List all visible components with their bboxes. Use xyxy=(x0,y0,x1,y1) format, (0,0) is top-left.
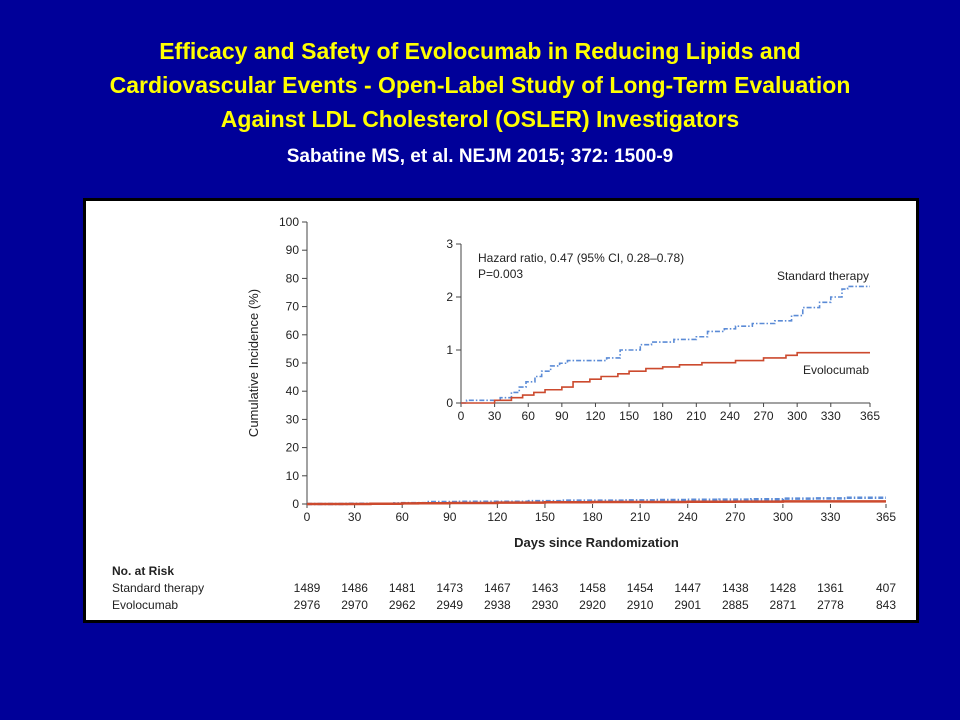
main-x-tick-label: 30 xyxy=(348,510,362,524)
main-x-tick-label: 240 xyxy=(678,510,698,524)
main-y-tick-label: 10 xyxy=(286,469,300,483)
slide-title-line-1: Efficacy and Safety of Evolocumab in Red… xyxy=(159,38,801,64)
main-y-tick-label: 90 xyxy=(286,243,300,257)
inset-x-tick-label: 0 xyxy=(458,409,465,423)
inset-x-tick-label: 120 xyxy=(585,409,605,423)
inset-x-tick-label: 300 xyxy=(787,409,807,423)
main-y-tick-label: 50 xyxy=(286,356,300,370)
main-x-tick-label: 120 xyxy=(487,510,507,524)
inset-x-tick-label: 90 xyxy=(555,409,569,423)
inset-x-tick-label: 330 xyxy=(821,409,841,423)
main-y-tick-label: 80 xyxy=(286,271,300,285)
inset-x-tick-label: 180 xyxy=(653,409,673,423)
main-y-axis-title: Cumulative Incidence (%) xyxy=(246,289,261,437)
slide-title-line-2: Cardiovascular Events - Open-Label Study… xyxy=(109,72,851,98)
main-y-tick-label: 60 xyxy=(286,328,300,342)
inset-x-tick-label: 30 xyxy=(488,409,502,423)
hazard-ratio-annotation: Hazard ratio, 0.47 (95% CI, 0.28–0.78) xyxy=(478,251,684,265)
main-x-tick-label: 300 xyxy=(773,510,793,524)
main-y-tick-label: 20 xyxy=(286,441,300,455)
main-x-axis-title: Days since Randomization xyxy=(514,535,679,550)
inset-x-tick-label: 210 xyxy=(686,409,706,423)
p-value-annotation: P=0.003 xyxy=(478,267,523,281)
main-y-tick-label: 30 xyxy=(286,412,300,426)
inset-x-tick-label: 150 xyxy=(619,409,639,423)
inset-y-tick-label: 0 xyxy=(446,396,453,410)
inset-x-tick-label: 270 xyxy=(754,409,774,423)
inset-label-standard-therapy: Standard therapy xyxy=(777,269,869,283)
main-x-tick-label: 330 xyxy=(820,510,840,524)
main-x-tick-label: 60 xyxy=(395,510,409,524)
kaplan-meier-figure: 0 10 20 30 40 50 60 70 80 90 100 0 30 60 90 120 150 180 21… xyxy=(83,198,919,623)
citation: Sabatine MS, et al. NEJM 2015; 372: 1500… xyxy=(286,146,674,167)
main-y-tick-label: 70 xyxy=(286,300,300,314)
inset-x-tick-label: 365 xyxy=(860,409,880,423)
main-y-tick-label: 100 xyxy=(279,215,299,229)
inset-y-tick-label: 2 xyxy=(446,290,453,304)
inset-series-standard-therapy xyxy=(461,285,870,404)
main-x-tick-label: 0 xyxy=(304,510,311,524)
main-y-tick-label: 0 xyxy=(292,497,299,511)
main-y-tick-label: 40 xyxy=(286,384,300,398)
inset-y-tick-label: 3 xyxy=(446,237,453,251)
main-x-tick-label: 210 xyxy=(630,510,650,524)
inset-x-tick-label: 60 xyxy=(522,409,536,423)
inset-x-tick-label: 240 xyxy=(720,409,740,423)
slide-title-line-3: Against LDL Cholesterol (OSLER) Investig… xyxy=(220,106,740,132)
main-x-tick-label: 180 xyxy=(583,510,603,524)
main-x-tick-label: 270 xyxy=(725,510,745,524)
inset-series-evolocumab xyxy=(461,351,870,404)
slide-title: Efficacy and Safety of Evolocumab in Red… xyxy=(0,34,960,136)
main-x-tick-label: 90 xyxy=(443,510,457,524)
main-series-evolocumab xyxy=(307,500,886,506)
main-x-tick-label: 365 xyxy=(876,510,896,524)
inset-y-tick-label: 1 xyxy=(446,343,453,357)
inset-label-evolocumab: Evolocumab xyxy=(803,363,869,377)
main-x-tick-label: 150 xyxy=(535,510,555,524)
